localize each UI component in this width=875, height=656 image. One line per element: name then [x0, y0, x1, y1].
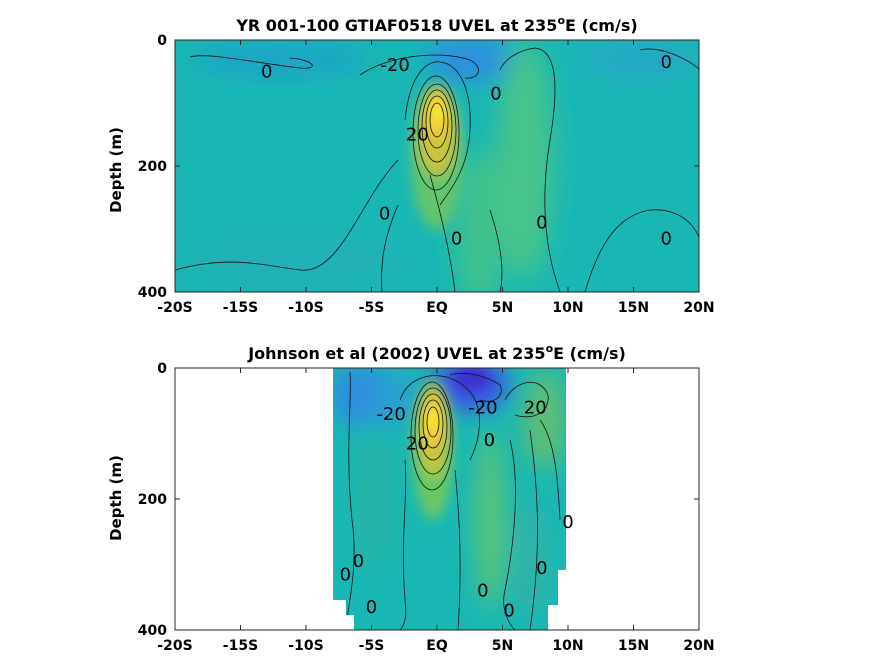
y-tick-label: 0 — [157, 33, 167, 49]
x-tick-label: 20N — [683, 638, 714, 654]
x-tick-label: EQ — [426, 638, 448, 654]
panel-bottom: Johnson et al (2002) UVEL at 235oE (cm/s… — [107, 342, 715, 654]
x-tick-label: -10S — [288, 300, 323, 316]
y-tick-labels: 0 200 400 — [138, 361, 167, 639]
contour-label: -20 — [380, 55, 409, 76]
y-tick-labels: 0 200 400 — [138, 33, 167, 301]
x-tick-label: EQ — [426, 300, 448, 316]
x-tick-label: 5N — [492, 638, 513, 654]
chart-title: YR 001-100 GTIAF0518 UVEL at 235oE (cm/s… — [235, 14, 637, 35]
y-tick-label: 400 — [138, 285, 167, 301]
contour-label: 0 — [503, 600, 514, 621]
contour-label: -20 — [468, 397, 497, 418]
contour-label: 0 — [536, 558, 547, 579]
contour-label: 0 — [490, 84, 501, 105]
contour-label: 0 — [340, 564, 351, 585]
x-tick-label: -20S — [157, 638, 192, 654]
contour-label: 20 — [406, 125, 429, 146]
x-tick-label: 20N — [683, 300, 714, 316]
x-tick-label: -15S — [223, 300, 258, 316]
heatmap-field — [175, 40, 699, 292]
x-tick-labels: -20S -15S -10S -5S EQ 5N 10N 15N 20N — [157, 300, 714, 316]
y-tick-label: 200 — [138, 159, 167, 175]
x-tick-label: 15N — [618, 300, 649, 316]
contour-label: 20 — [524, 397, 547, 418]
contour-label: 0 — [562, 512, 573, 533]
x-tick-label: -10S — [288, 638, 323, 654]
contour-label: 0 — [353, 551, 364, 572]
x-tick-label: 15N — [618, 638, 649, 654]
contour-label: 0 — [366, 597, 377, 618]
x-tick-labels: -20S -15S -10S -5S EQ 5N 10N 15N 20N — [157, 638, 714, 654]
y-axis-label: Depth (m) — [107, 455, 125, 541]
contour-lines — [175, 47, 699, 292]
y-axis-label: Depth (m) — [107, 127, 125, 213]
chart-title: Johnson et al (2002) UVEL at 235oE (cm/s… — [247, 342, 626, 363]
x-tick-label: 10N — [552, 638, 583, 654]
y-tick-label: 400 — [138, 623, 167, 639]
contour-label: 0 — [261, 62, 272, 83]
axis-ticks — [174, 39, 700, 293]
x-tick-label: 5N — [492, 300, 513, 316]
panel-top: YR 001-100 GTIAF0518 UVEL at 235oE (cm/s… — [107, 14, 715, 316]
x-tick-label: -5S — [359, 638, 385, 654]
axis-ticks — [174, 367, 700, 631]
x-tick-label: -15S — [223, 638, 258, 654]
x-tick-label: -20S — [157, 300, 192, 316]
contour-label: 0 — [451, 228, 462, 249]
contour-label: 20 — [406, 433, 429, 454]
contour-label: 0 — [661, 228, 672, 249]
contour-label: -20 — [376, 404, 405, 425]
contour-label: 0 — [536, 213, 547, 234]
contour-label: 0 — [484, 430, 495, 451]
contour-label: 0 — [661, 52, 672, 73]
contour-label: 0 — [379, 203, 390, 224]
x-tick-label: 10N — [552, 300, 583, 316]
y-tick-label: 200 — [138, 492, 167, 508]
y-tick-label: 0 — [157, 361, 167, 377]
x-tick-label: -5S — [359, 300, 385, 316]
heatmap-field — [333, 368, 566, 630]
contour-labels: 0 -20 0 0 20 0 0 0 0 — [261, 52, 672, 249]
contour-label: 0 — [477, 581, 488, 602]
contour-lines — [344, 371, 561, 630]
